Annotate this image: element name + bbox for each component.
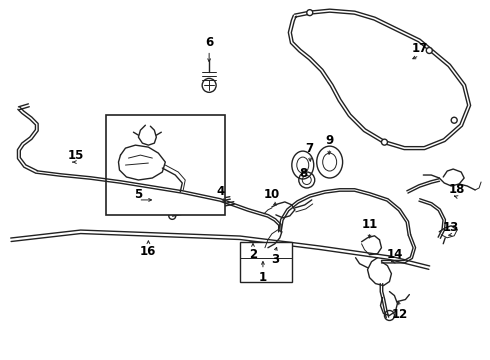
Text: 1: 1: [259, 271, 267, 284]
Circle shape: [426, 48, 432, 54]
Text: 2: 2: [249, 248, 257, 261]
Circle shape: [451, 117, 457, 123]
Circle shape: [307, 10, 313, 15]
Text: 18: 18: [449, 184, 466, 197]
Text: 11: 11: [362, 218, 378, 231]
Text: 7: 7: [306, 141, 314, 155]
Text: 6: 6: [205, 36, 213, 49]
Text: 8: 8: [300, 167, 308, 180]
Text: 10: 10: [264, 188, 280, 202]
Text: 14: 14: [386, 248, 403, 261]
Text: 9: 9: [325, 134, 334, 147]
Text: 16: 16: [140, 245, 157, 258]
Text: 12: 12: [392, 308, 408, 321]
Text: 4: 4: [216, 185, 224, 198]
Text: 5: 5: [134, 188, 143, 202]
Bar: [105, 115, 225, 215]
Circle shape: [382, 139, 388, 145]
Circle shape: [249, 247, 255, 253]
Text: 15: 15: [68, 149, 84, 162]
Text: 3: 3: [271, 253, 279, 266]
Bar: [240, 242, 292, 282]
Text: 13: 13: [443, 221, 459, 234]
Text: 17: 17: [411, 42, 427, 55]
